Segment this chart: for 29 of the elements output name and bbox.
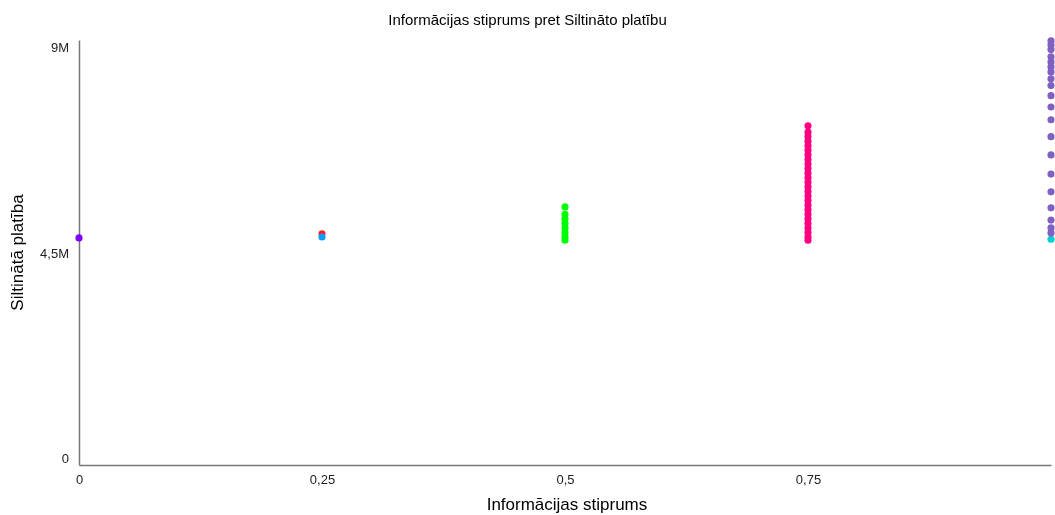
point <box>1047 92 1055 100</box>
x-tick-label: 0 <box>75 472 84 488</box>
y-axis-title: Siltinātā platība <box>8 193 27 311</box>
point <box>804 128 812 136</box>
point <box>1047 224 1055 232</box>
point <box>1047 170 1055 178</box>
point <box>1047 82 1055 90</box>
point <box>561 210 569 218</box>
point <box>1047 204 1055 212</box>
y-tick-label: 0 <box>61 450 69 466</box>
x-axis-title: Informācijas stiprums <box>486 495 648 514</box>
point <box>561 203 569 211</box>
point <box>1047 216 1055 224</box>
y-tick-label: 9M <box>50 40 69 56</box>
point <box>804 122 812 130</box>
point <box>75 234 83 242</box>
point <box>1047 151 1055 159</box>
point <box>1047 235 1055 243</box>
point <box>1047 116 1055 124</box>
point <box>1047 53 1055 61</box>
point <box>1047 103 1055 111</box>
point <box>1047 75 1055 83</box>
y-tick-label: 4,5M <box>40 245 69 261</box>
chart-title: Informācijas stiprums pret Siltināto platību <box>388 11 667 28</box>
point <box>1047 188 1055 196</box>
x-tick-label: 0,75 <box>795 472 822 488</box>
point <box>1047 133 1055 141</box>
x-tick-label: 0,25 <box>309 472 336 488</box>
x-tick-label: 0,5 <box>556 472 575 488</box>
